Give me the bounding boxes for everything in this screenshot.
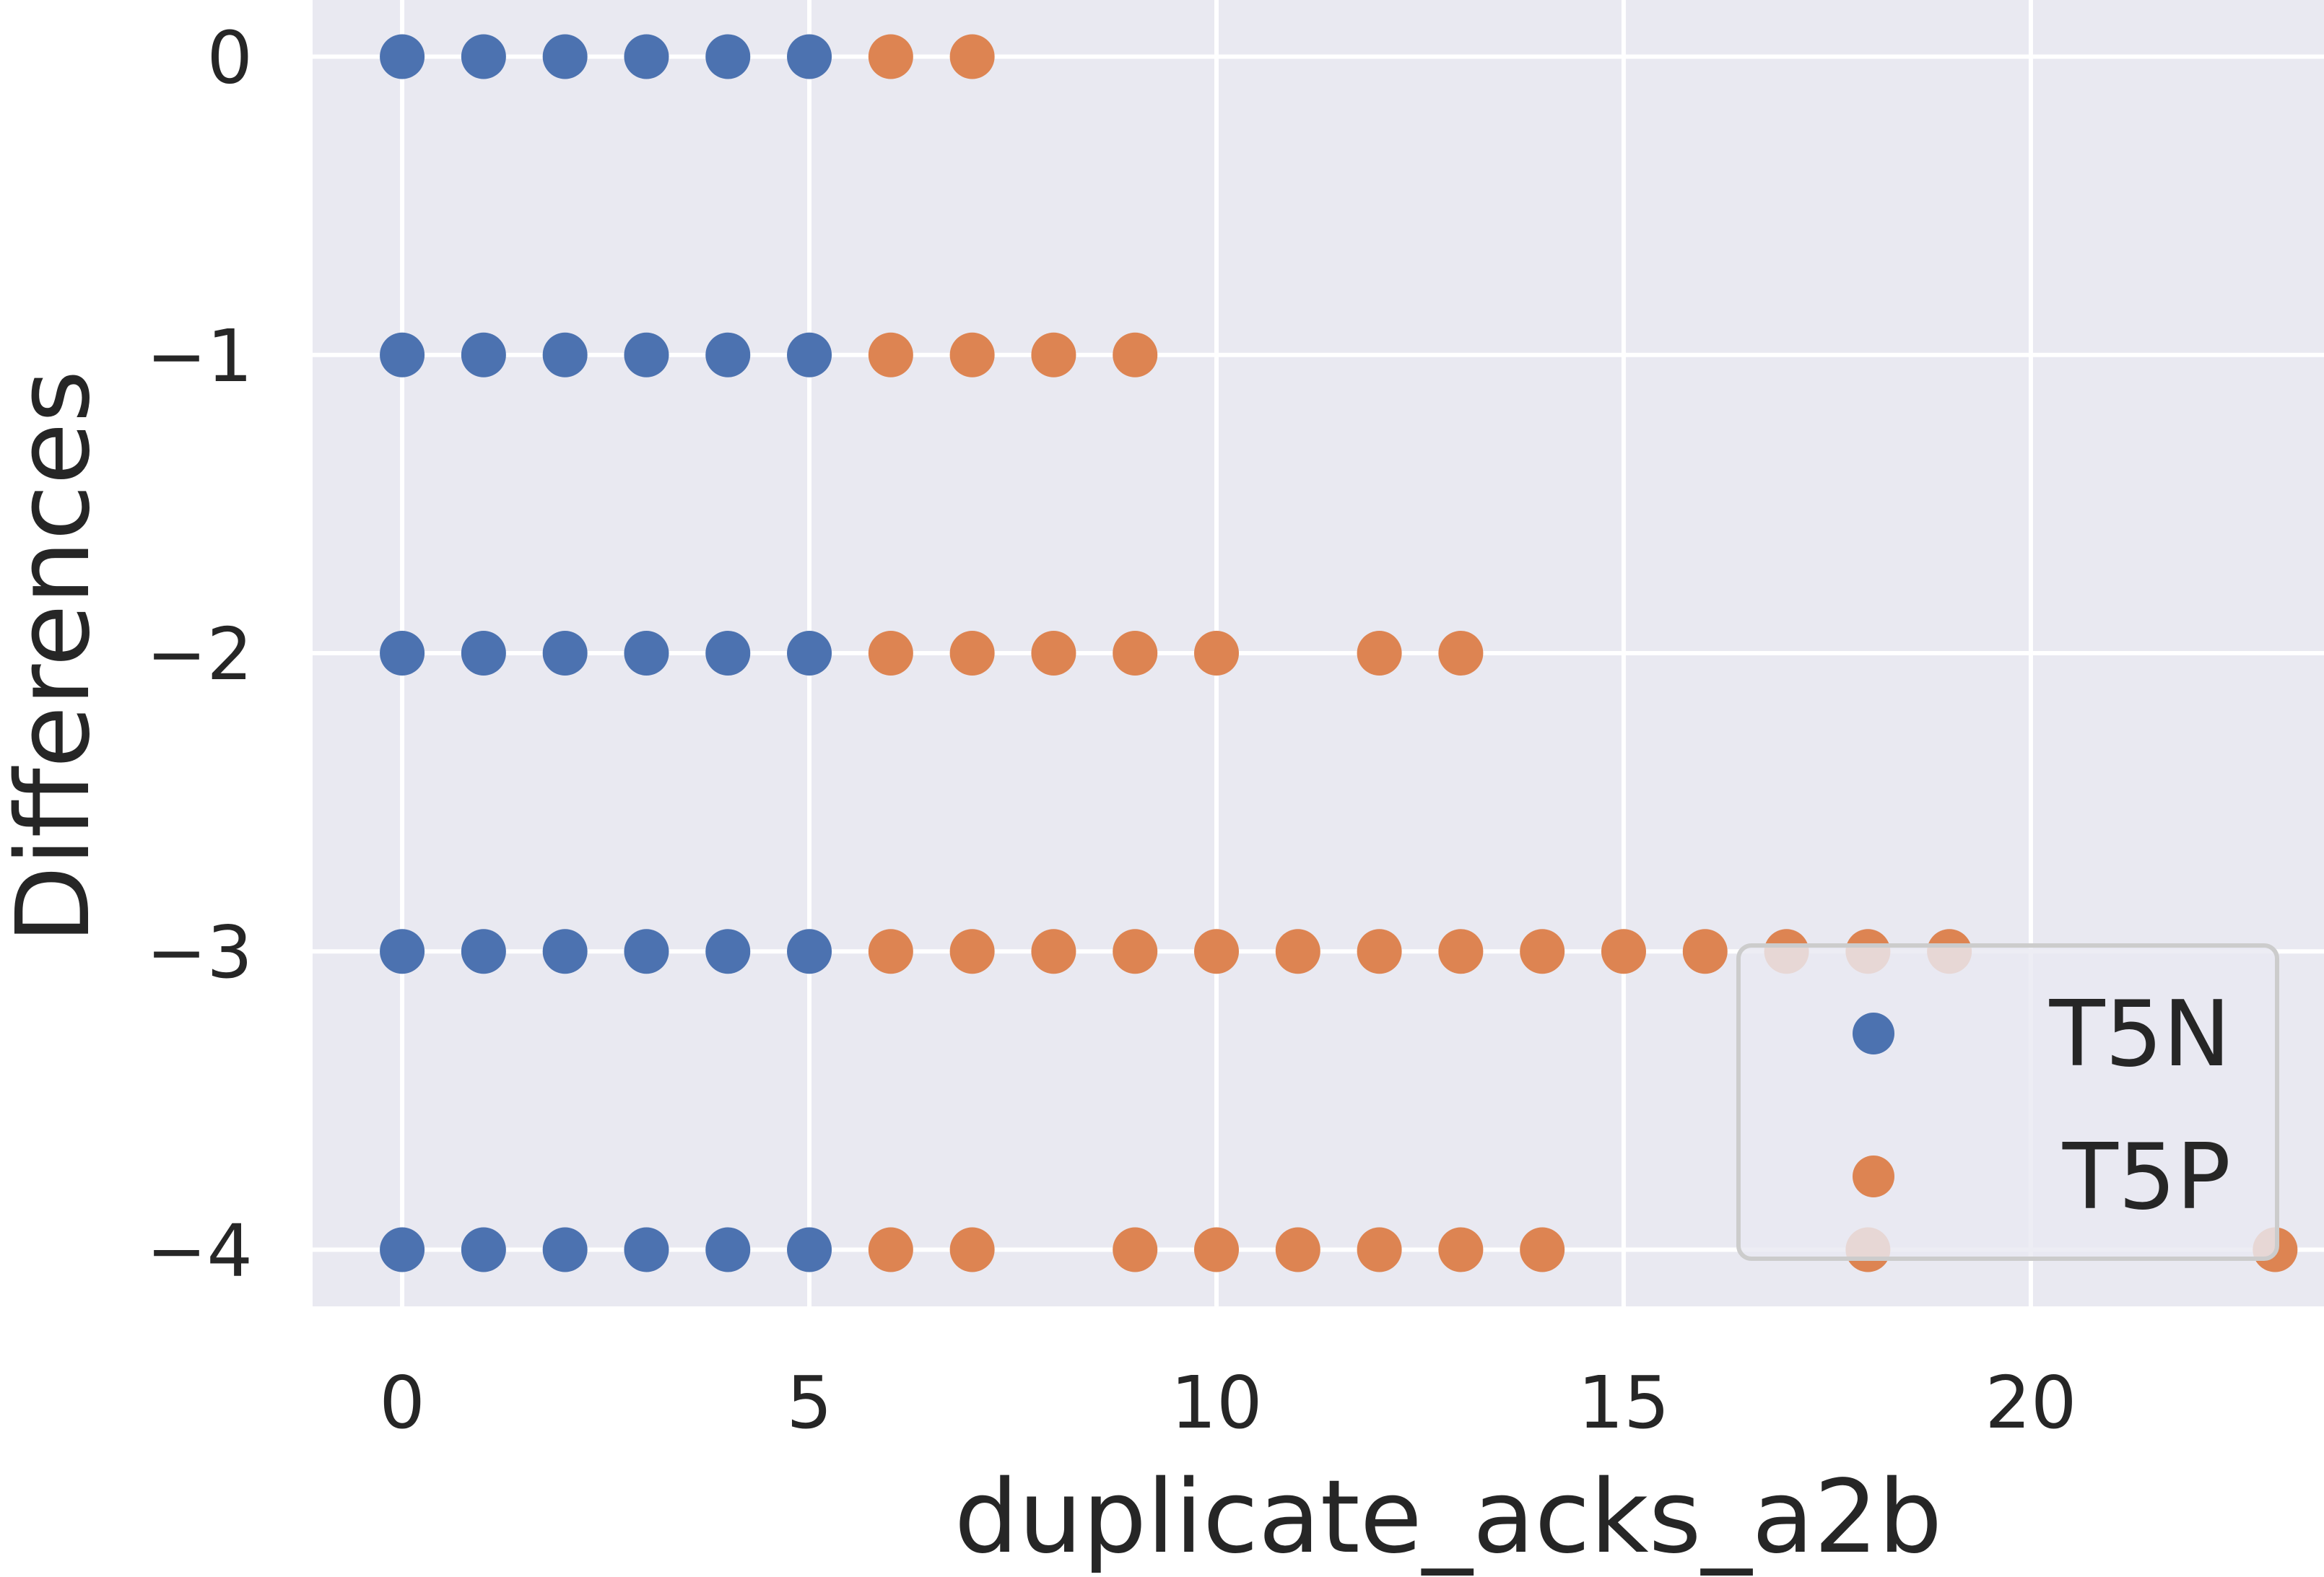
data-point — [949, 332, 995, 377]
data-point — [1194, 929, 1240, 974]
x-tick-labels: 0 5 10 15 20 — [379, 1360, 2076, 1445]
legend-label: T5N — [2049, 981, 2231, 1087]
data-point — [1113, 332, 1158, 377]
data-point — [624, 929, 669, 974]
data-point — [1031, 332, 1076, 377]
data-point — [949, 1227, 995, 1272]
data-point — [1682, 929, 1728, 974]
data-point — [1194, 1227, 1240, 1272]
x-tick-label: 5 — [786, 1360, 832, 1445]
data-point — [380, 332, 425, 377]
data-point — [380, 34, 425, 79]
data-point — [461, 631, 506, 676]
legend-marker — [1853, 1156, 1894, 1197]
data-point — [1438, 1227, 1484, 1272]
data-point — [624, 34, 669, 79]
data-point — [949, 929, 995, 974]
data-point — [461, 332, 506, 377]
data-point — [1113, 1227, 1158, 1272]
x-tick-label: 10 — [1170, 1360, 1262, 1445]
data-point — [705, 332, 751, 377]
y-axis-label: Differences — [0, 370, 113, 944]
data-point — [542, 1227, 588, 1272]
legend-label: T5P — [2062, 1124, 2231, 1230]
data-point — [624, 332, 669, 377]
data-point — [787, 631, 832, 676]
data-point — [1357, 1227, 1402, 1272]
y-tick-label: −4 — [147, 1208, 253, 1293]
x-tick-label: 20 — [1985, 1360, 2076, 1445]
data-point — [1275, 929, 1320, 974]
data-point — [1194, 631, 1240, 676]
y-tick-labels: 0 −1 −2 −3 −4 — [147, 16, 253, 1293]
data-point — [1031, 929, 1076, 974]
y-tick-label: −3 — [147, 910, 253, 995]
data-point — [1520, 929, 1565, 974]
data-point — [1601, 929, 1646, 974]
data-point — [624, 1227, 669, 1272]
data-point — [624, 631, 669, 676]
x-tick-label: 0 — [379, 1360, 425, 1445]
data-point — [380, 1227, 425, 1272]
data-point — [1113, 631, 1158, 676]
data-point — [1357, 929, 1402, 974]
data-point — [461, 1227, 506, 1272]
data-point — [705, 631, 751, 676]
data-point — [542, 332, 588, 377]
data-point — [542, 34, 588, 79]
data-point — [868, 34, 913, 79]
data-point — [787, 929, 832, 974]
data-point — [1275, 1227, 1320, 1272]
data-point — [868, 332, 913, 377]
data-point — [1357, 631, 1402, 676]
series-T5N — [380, 34, 832, 1272]
data-point — [542, 929, 588, 974]
data-point — [1520, 1227, 1565, 1272]
data-point — [787, 332, 832, 377]
legend-marker — [1853, 1013, 1894, 1054]
data-point — [1031, 631, 1076, 676]
data-point — [787, 1227, 832, 1272]
data-point — [705, 34, 751, 79]
data-point — [705, 1227, 751, 1272]
data-point — [1113, 929, 1158, 974]
data-point — [705, 929, 751, 974]
data-point — [868, 1227, 913, 1272]
data-point — [868, 631, 913, 676]
y-tick-label: 0 — [206, 16, 253, 100]
data-point — [461, 929, 506, 974]
data-point — [787, 34, 832, 79]
data-point — [380, 631, 425, 676]
y-tick-label: −2 — [147, 612, 253, 696]
x-axis-label: duplicate_acks_a2b — [954, 1459, 1943, 1576]
data-point — [461, 34, 506, 79]
data-point — [868, 929, 913, 974]
data-point — [1438, 631, 1484, 676]
data-point — [542, 631, 588, 676]
data-point — [949, 631, 995, 676]
data-point — [1438, 929, 1484, 974]
data-point — [380, 929, 425, 974]
x-tick-label: 15 — [1577, 1360, 1669, 1445]
y-tick-label: −1 — [147, 314, 253, 398]
data-point — [949, 34, 995, 79]
